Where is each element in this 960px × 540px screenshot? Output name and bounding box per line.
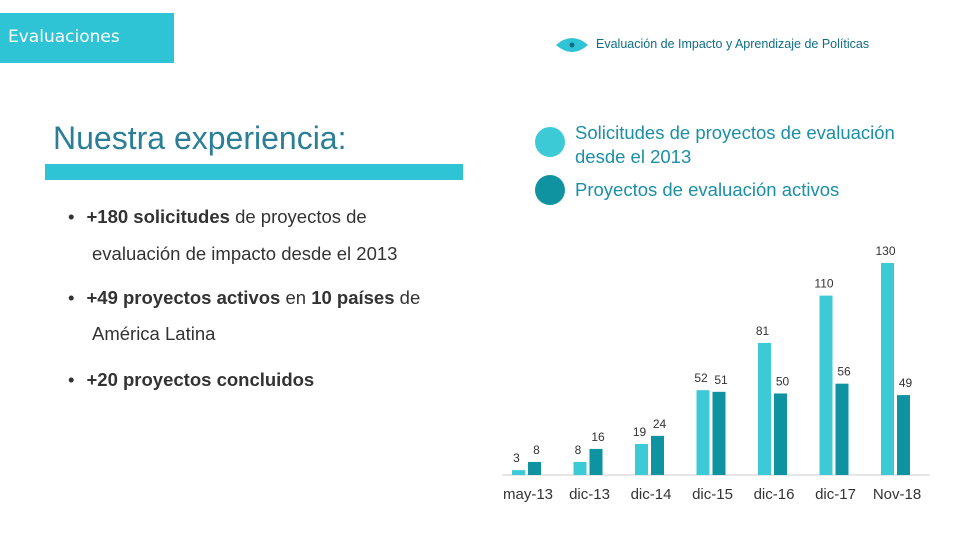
data-label-requests-Nov-18: 130 bbox=[875, 244, 895, 258]
bullet-requests: • +180 solicitudes de proyectos de bbox=[68, 206, 367, 227]
title-underline bbox=[45, 164, 463, 180]
bar-requests-dic-17 bbox=[819, 295, 833, 475]
bullet-requests-text: de proyectos de bbox=[229, 206, 367, 227]
section-tab-label: Evaluaciones bbox=[8, 27, 120, 47]
data-label-active-dic-17: 56 bbox=[837, 365, 851, 379]
bar-requests-Nov-18 bbox=[881, 263, 894, 475]
legend-label-active: Proyectos de evaluación activos bbox=[575, 179, 840, 200]
data-label-active-Nov-18: 49 bbox=[899, 376, 913, 390]
data-label-requests-dic-13: 8 bbox=[575, 443, 582, 457]
bar-active-may-13 bbox=[528, 461, 541, 475]
bar-requests-dic-13 bbox=[573, 461, 587, 475]
bar-active-Nov-18 bbox=[897, 395, 910, 475]
data-label-requests-dic-17: 110 bbox=[814, 277, 833, 291]
data-label-requests-dic-15: 52 bbox=[694, 371, 708, 385]
section-tab-badge: Evaluaciones bbox=[0, 13, 174, 63]
x-tick-label-dic-16: dic-16 bbox=[754, 486, 795, 503]
bullet-completed-bold: +20 proyectos concluidos bbox=[86, 369, 315, 390]
data-label-active-dic-14: 24 bbox=[653, 417, 667, 431]
bar-active-dic-15 bbox=[712, 391, 726, 475]
data-label-active-dic-16: 50 bbox=[776, 374, 790, 388]
data-label-active-may-13: 8 bbox=[533, 443, 540, 457]
bullet-active-countries: 10 países bbox=[311, 287, 395, 308]
data-label-requests-dic-16: 81 bbox=[756, 324, 770, 338]
bar-active-dic-14 bbox=[651, 435, 664, 475]
legend-marker-requests bbox=[535, 127, 565, 157]
data-label-active-dic-15: 51 bbox=[714, 373, 728, 387]
bullet-active-text: en bbox=[280, 287, 312, 308]
data-label-active-dic-13: 16 bbox=[591, 430, 605, 444]
bullet-completed: • +20 proyectos concluidos bbox=[68, 369, 315, 390]
bullet-active-text2: de bbox=[394, 287, 421, 308]
bullet-requests-line2: evaluación de impacto desde el 2013 bbox=[92, 243, 398, 264]
bullet-active-line2: América Latina bbox=[92, 323, 216, 344]
x-tick-label-dic-15: dic-15 bbox=[692, 486, 733, 503]
x-tick-label-may-13: may-13 bbox=[503, 486, 553, 503]
bar-requests-dic-15 bbox=[696, 390, 710, 475]
bar-active-dic-13 bbox=[589, 448, 603, 475]
bar-active-dic-16 bbox=[774, 393, 787, 475]
eye-icon bbox=[556, 38, 588, 52]
x-tick-label-dic-13: dic-13 bbox=[569, 486, 610, 503]
bar-active-dic-17 bbox=[835, 383, 849, 475]
legend-label-requests: Solicitudes de proyectos de evaluación d… bbox=[575, 122, 895, 167]
x-tick-label-Nov-18: Nov-18 bbox=[873, 486, 921, 503]
legend-marker-active bbox=[535, 175, 565, 205]
brand-text: Evaluación de Impacto y Aprendizaje de P… bbox=[596, 37, 870, 51]
page-title: Nuestra experiencia: bbox=[53, 120, 347, 156]
bullet-active: • +49 proyectos activos en 10 países de bbox=[68, 287, 421, 308]
bar-requests-dic-16 bbox=[758, 342, 771, 475]
bar-requests-dic-14 bbox=[635, 444, 648, 475]
data-label-requests-dic-14: 19 bbox=[633, 425, 647, 439]
x-tick-label-dic-17: dic-17 bbox=[815, 486, 856, 503]
bullet-requests-bold: +180 solicitudes bbox=[86, 206, 230, 227]
bullet-active-bold: +49 proyectos activos bbox=[86, 287, 281, 308]
bar-requests-may-13 bbox=[512, 470, 525, 475]
x-tick-label-dic-14: dic-14 bbox=[631, 486, 672, 503]
data-label-requests-may-13: 3 bbox=[513, 451, 520, 465]
